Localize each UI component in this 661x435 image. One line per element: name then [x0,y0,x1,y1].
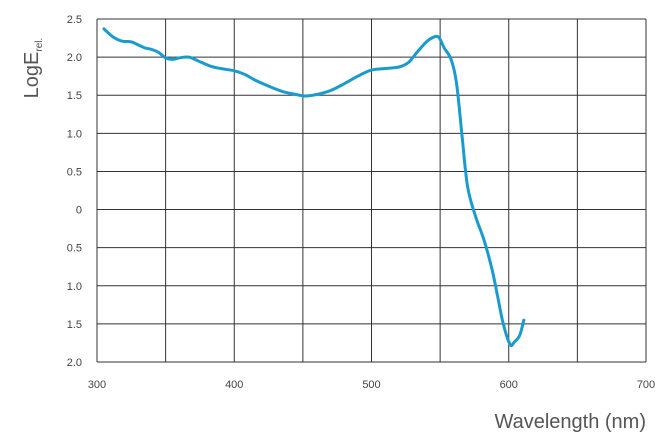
y-tick-label: 1.5 [67,90,82,102]
grid [96,18,647,363]
y-tick-label: 1.5 [67,319,82,331]
svg-text:LogErel.: LogErel. [21,38,45,99]
y-tick-label: 2.0 [67,357,82,369]
x-tick-label: 500 [362,379,380,391]
y-tick-label: 0.5 [67,243,82,255]
x-tick-label: 400 [225,379,243,391]
y-axis-ticks: 2.5 2.0 1.5 1.0 0.5 0 0.5 1.0 1.5 2.0 [67,14,82,369]
series-layer [102,27,526,348]
y-tick-label: 0 [76,205,82,217]
y-tick-label: 2.0 [67,52,82,64]
x-tick-label: 300 [88,379,106,391]
x-axis-ticks: 300 400 500 600 700 [88,379,655,391]
y-axis-title: LogErel. [21,38,45,99]
x-axis-title: Wavelength (nm) [494,411,646,433]
x-tick-label: 600 [500,379,518,391]
x-tick-label: 700 [637,379,655,391]
y-tick-label: 0.5 [67,166,82,178]
y-tick-label: 1.0 [67,128,82,140]
y-axis-title-main: LogE [21,52,43,99]
series-line [102,27,526,348]
y-tick-label: 2.5 [67,14,82,26]
y-axis-title-subscript: rel. [34,38,45,52]
y-tick-label: 1.0 [67,281,82,293]
